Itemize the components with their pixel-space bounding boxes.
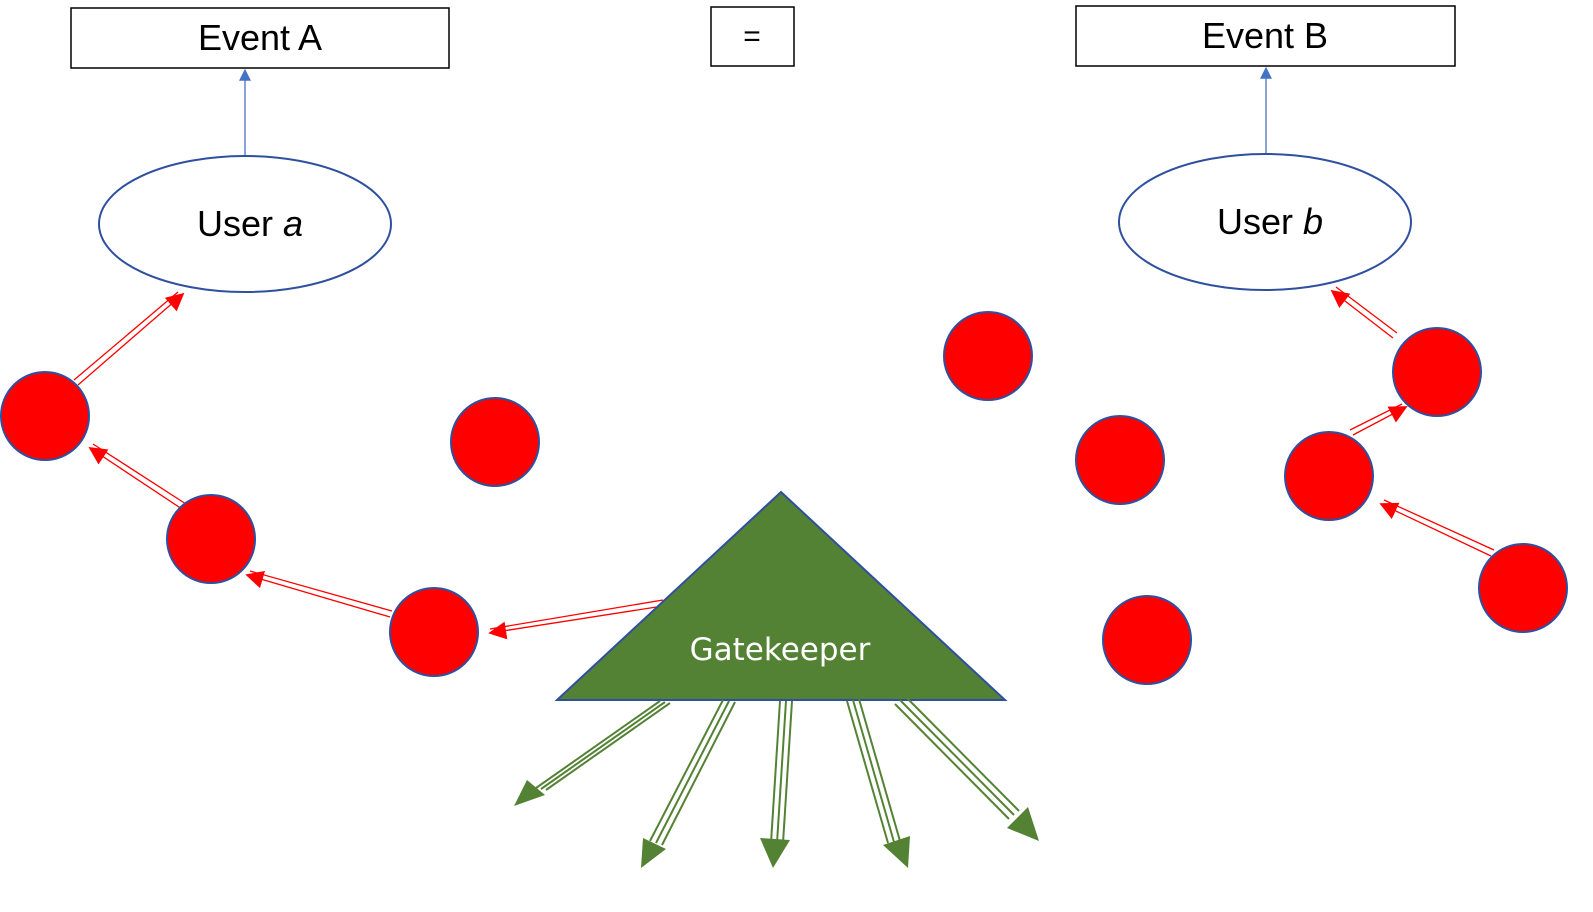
red-node xyxy=(1076,416,1164,504)
user-a-var: a xyxy=(283,203,303,244)
arrow-node2-to-node1 xyxy=(90,444,186,509)
red-node xyxy=(390,588,478,676)
event-a-box: Event A xyxy=(71,8,449,68)
gatekeeper: Gatekeeper xyxy=(557,492,1005,700)
user-b-prefix: User xyxy=(1217,201,1303,242)
user-b-var: b xyxy=(1303,201,1323,242)
green-arrow xyxy=(514,701,670,806)
equals-label: = xyxy=(743,20,761,53)
arrow-r3-to-r2 xyxy=(1350,404,1406,435)
red-node xyxy=(1285,432,1373,520)
gatekeeper-label: Gatekeeper xyxy=(690,632,871,668)
green-arrow xyxy=(641,700,735,868)
arrow-node3-to-node2 xyxy=(247,571,392,617)
red-node xyxy=(167,495,255,583)
arrow-r4-to-r3 xyxy=(1381,500,1494,556)
left-chain-arrows xyxy=(74,292,663,633)
red-node xyxy=(944,312,1032,400)
right-chain-arrows xyxy=(1332,287,1494,556)
red-node xyxy=(1393,328,1481,416)
event-b-label: Event B xyxy=(1202,15,1328,56)
user-a-label: User a xyxy=(197,203,303,244)
user-b-label: User b xyxy=(1217,201,1323,242)
arrow-node1-to-user-a xyxy=(74,292,183,385)
red-node xyxy=(1,372,89,460)
green-arrow xyxy=(760,701,792,868)
event-b-box: Event B xyxy=(1076,6,1455,66)
event-a-label: Event A xyxy=(198,17,322,58)
arrow-r2-to-user-b xyxy=(1332,287,1397,338)
user-b-node: User b xyxy=(1119,154,1411,290)
user-a-prefix: User xyxy=(197,203,283,244)
red-node xyxy=(451,398,539,486)
user-a-node: User a xyxy=(99,156,391,292)
red-node xyxy=(1103,596,1191,684)
equals-box: = xyxy=(711,7,794,66)
red-node xyxy=(1479,544,1567,632)
green-arrow xyxy=(847,699,910,868)
green-arrows xyxy=(514,696,1039,868)
green-arrow xyxy=(895,696,1039,841)
